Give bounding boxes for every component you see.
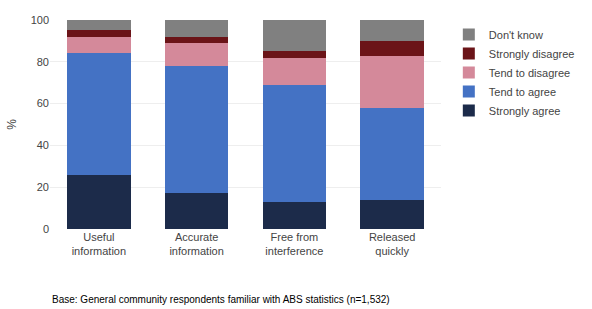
svg-text:0: 0 xyxy=(43,223,49,235)
svg-text:Strongly disagree: Strongly disagree xyxy=(489,48,575,60)
svg-text:100: 100 xyxy=(31,14,49,26)
svg-text:60: 60 xyxy=(37,97,49,109)
svg-text:80: 80 xyxy=(37,56,49,68)
svg-text:Tend to agree: Tend to agree xyxy=(489,86,556,98)
svg-text:Strongly agree: Strongly agree xyxy=(489,105,561,117)
svg-text:Releasedquickly: Releasedquickly xyxy=(369,231,415,257)
svg-text:Base: General community respon: Base: General community respondents fami… xyxy=(52,294,390,305)
svg-text:40: 40 xyxy=(37,139,49,151)
svg-text:Usefulinformation: Usefulinformation xyxy=(72,231,126,257)
svg-text:Tend to disagree: Tend to disagree xyxy=(489,67,570,79)
svg-text:Free frominterference: Free frominterference xyxy=(265,231,323,257)
svg-text:Don't know: Don't know xyxy=(489,29,543,41)
svg-text:20: 20 xyxy=(37,181,49,193)
svg-text:Accurateinformation: Accurateinformation xyxy=(169,231,223,257)
svg-text:%: % xyxy=(5,119,19,130)
